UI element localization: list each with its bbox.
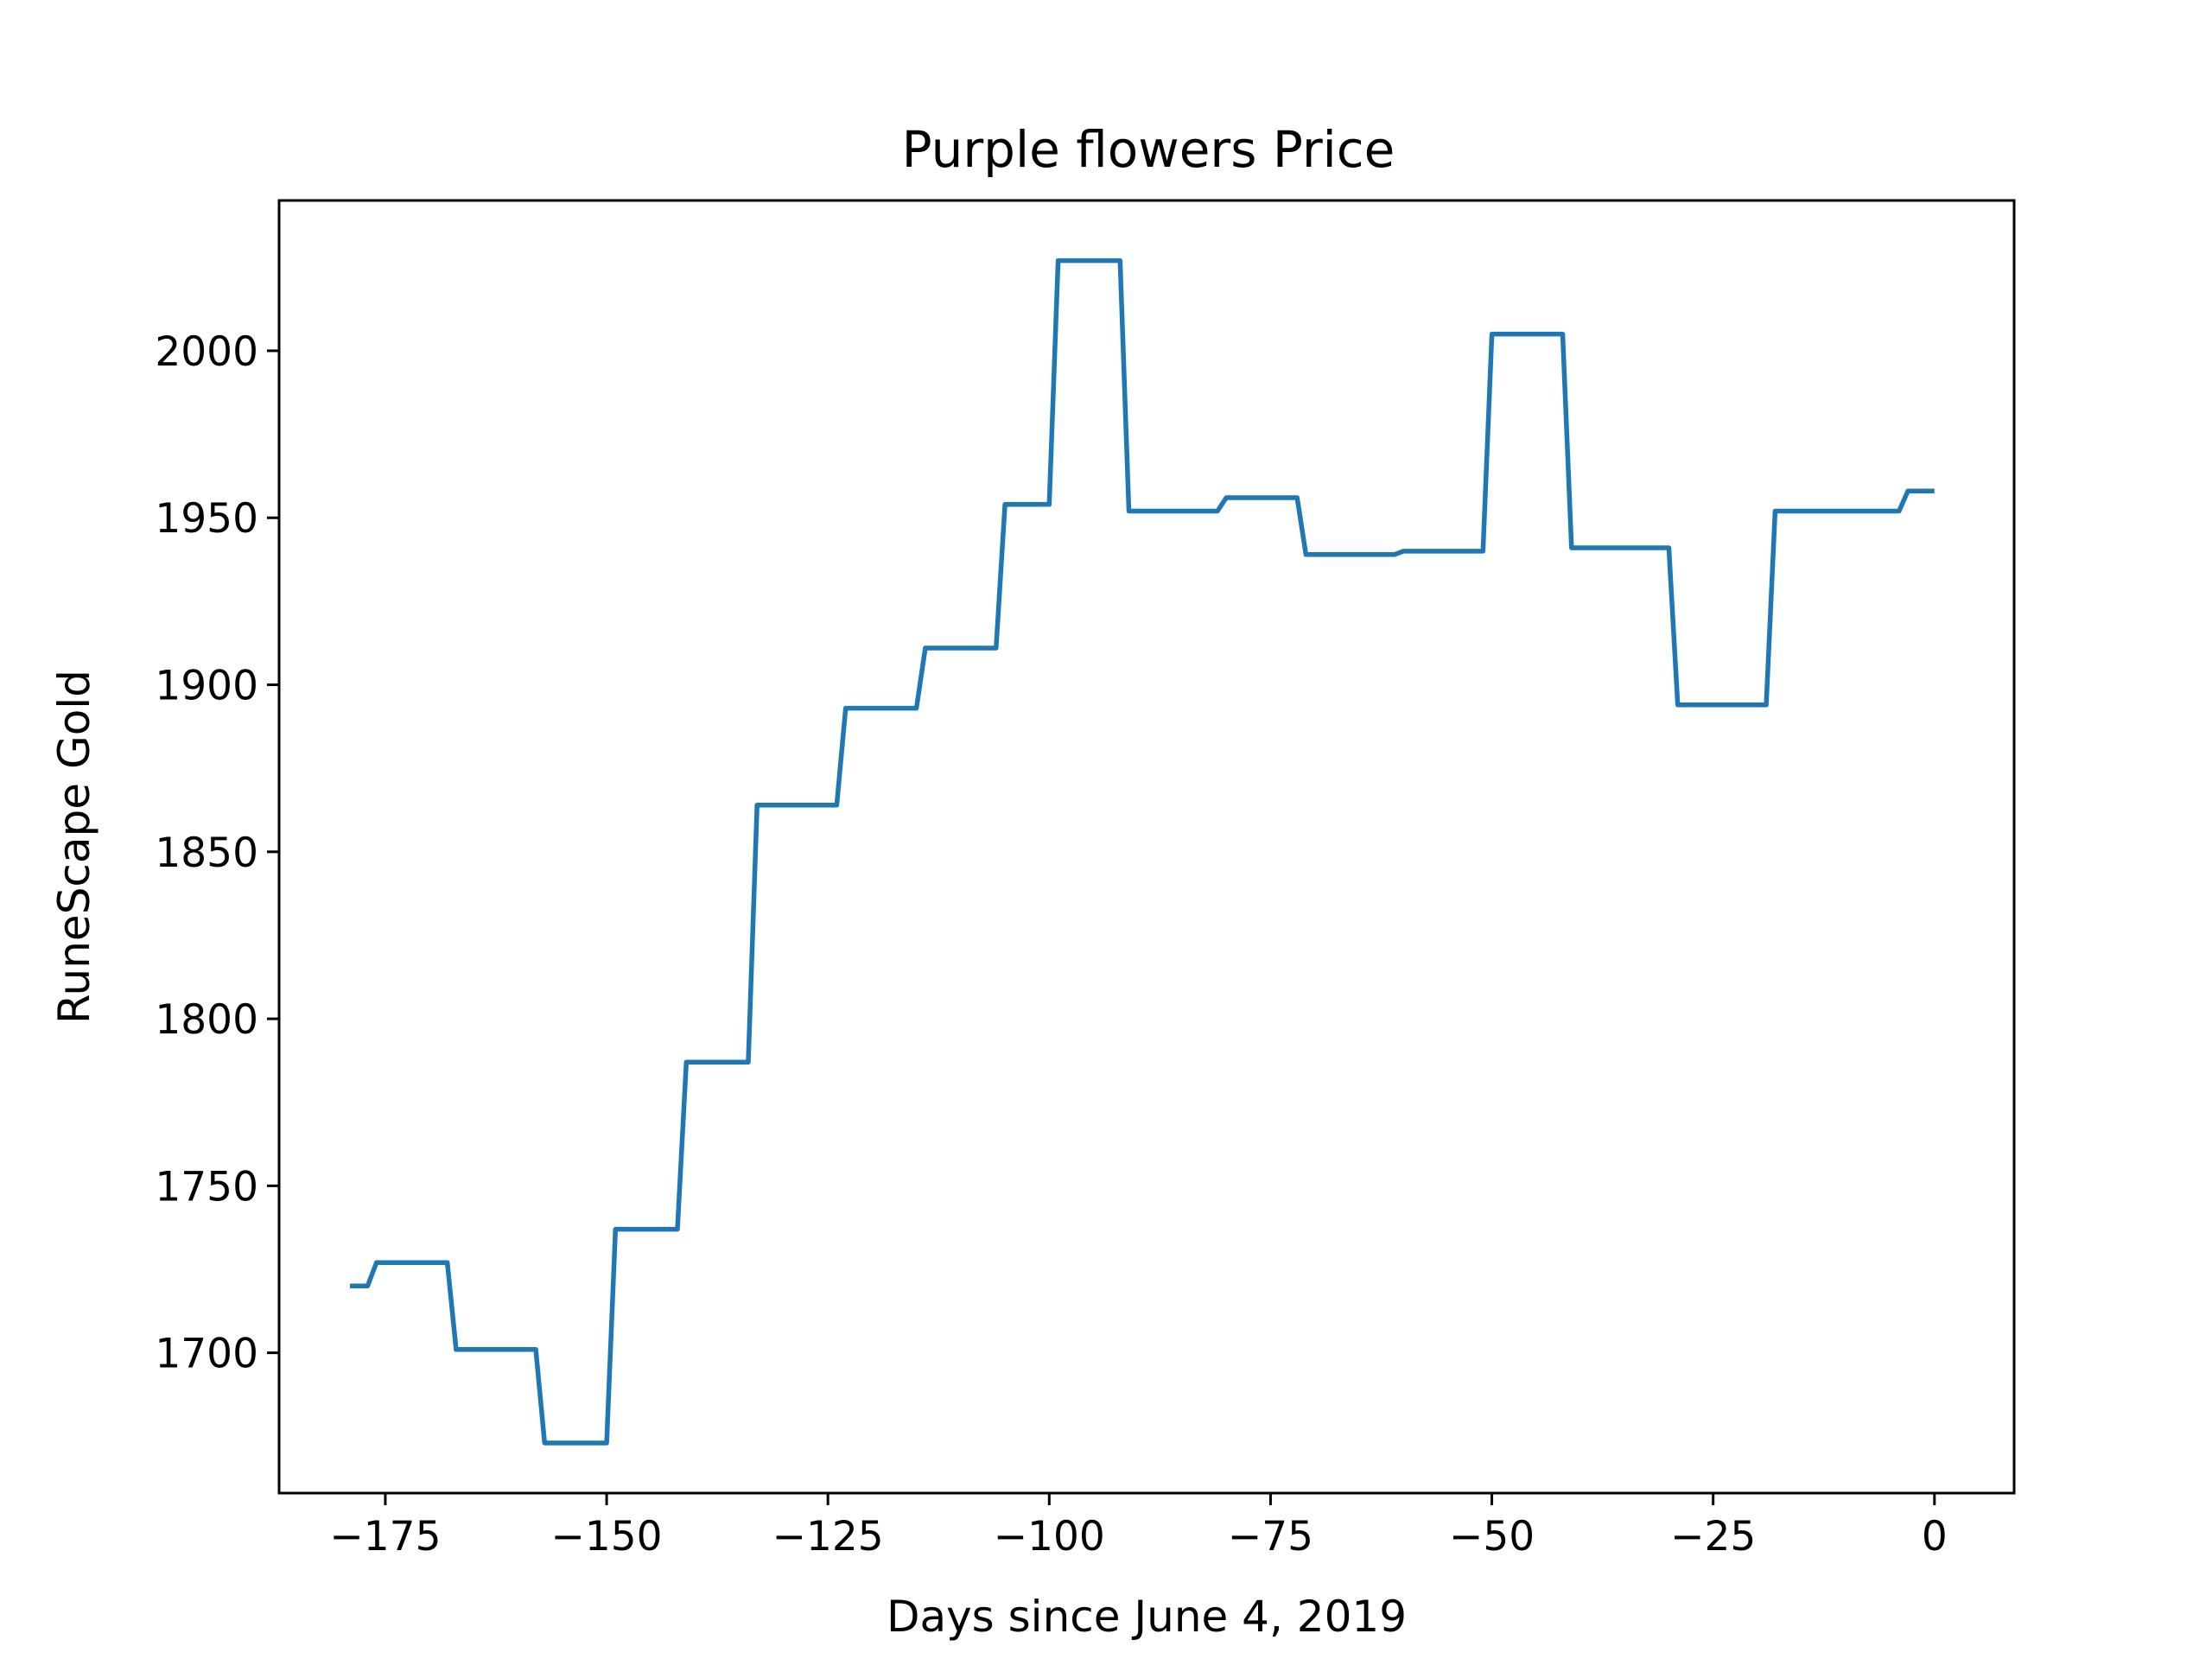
y-tick-label: 1950 xyxy=(155,495,258,543)
x-tick-label: −75 xyxy=(1228,1513,1313,1560)
y-tick-label: 2000 xyxy=(155,328,258,376)
price-line xyxy=(350,257,1935,1446)
y-tick-label: 1850 xyxy=(155,830,258,877)
y-tick-label: 1750 xyxy=(155,1163,258,1211)
y-tick-label: 1700 xyxy=(155,1331,258,1378)
y-tick-label: 1800 xyxy=(155,996,258,1044)
x-tick-label: −100 xyxy=(994,1513,1105,1560)
x-tick-label: −50 xyxy=(1449,1513,1535,1560)
x-tick-label: −175 xyxy=(329,1513,441,1560)
x-axis-ticks: −175 −150 −125 −100 −75 −50 −25 0 xyxy=(329,1493,1948,1560)
chart-title: Purple flowers Price xyxy=(902,120,1395,179)
x-tick-label: 0 xyxy=(1922,1513,1948,1560)
x-tick-label: −150 xyxy=(551,1513,663,1560)
plot-frame xyxy=(277,199,2016,1495)
x-tick-label: −25 xyxy=(1670,1513,1756,1560)
y-axis-label: RuneScape Gold xyxy=(49,670,99,1024)
x-tick-label: −125 xyxy=(772,1513,884,1560)
x-axis-label: Days since June 4, 2019 xyxy=(887,1592,1407,1642)
y-axis-ticks: 1700 1750 1800 1850 1900 1950 2000 xyxy=(155,328,279,1378)
y-tick-label: 1900 xyxy=(155,663,258,710)
